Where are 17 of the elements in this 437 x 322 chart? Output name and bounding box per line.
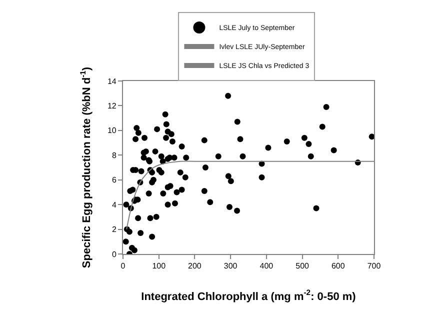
y-tick-label: 0 bbox=[112, 250, 117, 259]
y-tick-label: 4 bbox=[112, 200, 117, 210]
x-tick-label: 400 bbox=[260, 262, 274, 271]
x-tick-label: 500 bbox=[296, 262, 310, 271]
x-axis-title: Integrated Chlorophyll a (mg m$^{-2}$: 0-50 m) bbox=[141, 288, 356, 303]
y-tick-label: 10 bbox=[107, 126, 117, 136]
x-tick-label: 0 bbox=[120, 262, 126, 271]
x-tick-label: 600 bbox=[331, 262, 346, 271]
x-tick-label: 100 bbox=[152, 262, 166, 271]
y-tick-label: 12 bbox=[107, 102, 117, 111]
y-tick-label: 6 bbox=[112, 176, 117, 185]
x-tick-label: 200 bbox=[188, 262, 202, 271]
x-tick-label: 300 bbox=[224, 262, 238, 271]
y-tick-label: 14 bbox=[107, 76, 117, 86]
y-tick-label: 2 bbox=[112, 225, 117, 234]
y-tick-label: 8 bbox=[112, 150, 117, 160]
x-tick-label: 700 bbox=[367, 262, 382, 271]
